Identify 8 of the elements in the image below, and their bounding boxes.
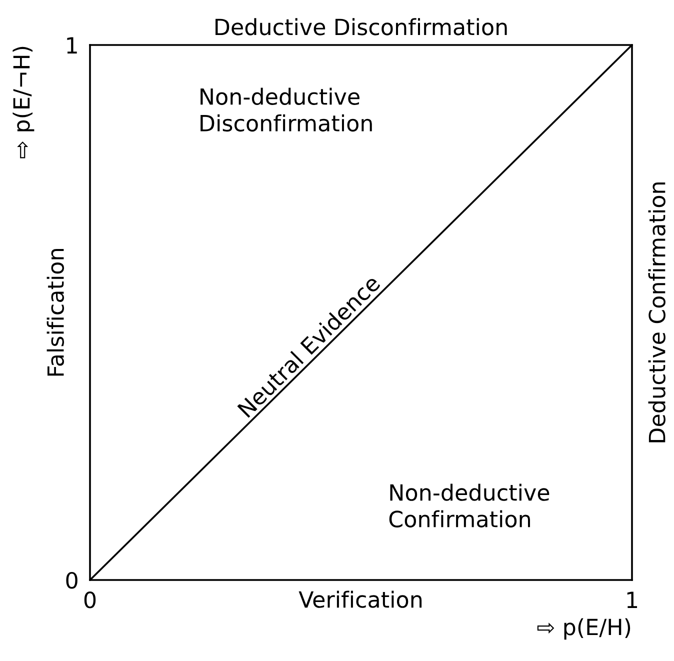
text: Deductive Confirmation bbox=[648, 182, 666, 442]
x-axis-title: ⇨ p(E/H) bbox=[537, 618, 630, 640]
y-axis-title: ⇨ p(E/¬H) bbox=[12, 46, 34, 158]
text: Verification bbox=[298, 590, 422, 608]
annotation: Non-deductive Confirmation bbox=[389, 484, 550, 528]
annotation: Non-deductive Disconfirmation bbox=[200, 88, 372, 132]
text: Deductive Disconfirmation bbox=[216, 18, 507, 36]
text: Falsification bbox=[46, 249, 64, 376]
